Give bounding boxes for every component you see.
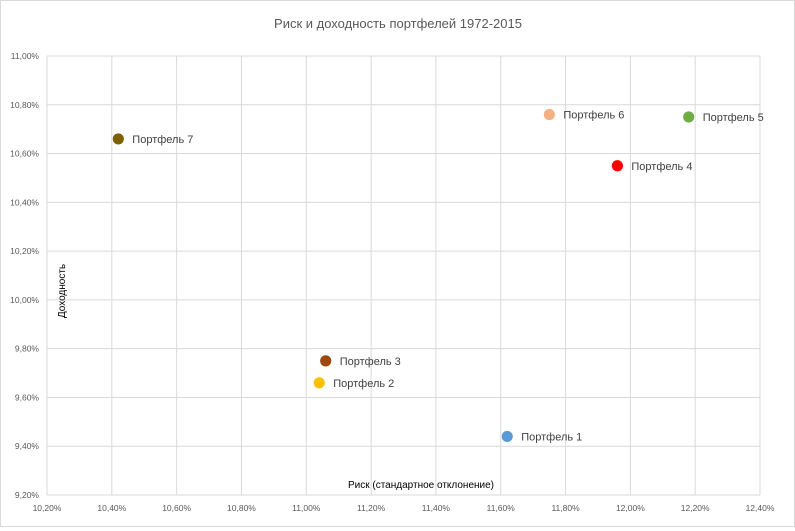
data-point xyxy=(542,108,556,121)
x-tick-label: 10,40% xyxy=(97,503,126,513)
x-tick-label: 11,60% xyxy=(487,503,516,513)
y-tick-label: 10,20% xyxy=(10,246,39,256)
data-label: Портфель 3 xyxy=(340,356,401,368)
y-tick-label: 9,80% xyxy=(15,344,40,354)
y-axis-label: Доходность xyxy=(57,264,68,318)
x-tick-label: 10,20% xyxy=(33,503,62,513)
data-label: Портфель 5 xyxy=(703,112,764,124)
x-axis-tick-labels: 10,20% 10,40% 10,60% 10,80% 11,00% 11,20% 11,4… xyxy=(33,503,775,513)
y-tick-label: 10,80% xyxy=(10,100,39,110)
y-tick-label: 11,00% xyxy=(11,51,40,61)
data-label: Портфель 2 xyxy=(333,378,394,390)
data-label: Портфель 6 xyxy=(563,110,624,122)
x-axis-label: Риск (стандартное отклонение) xyxy=(348,480,494,491)
y-tick-label: 10,00% xyxy=(10,295,39,305)
data-label: Портфель 1 xyxy=(521,431,582,443)
data-label: Портфель 4 xyxy=(631,161,692,173)
x-tick-label: 11,20% xyxy=(357,503,386,513)
y-tick-label: 9,20% xyxy=(15,490,40,500)
x-tick-label: 11,40% xyxy=(422,503,451,513)
data-point xyxy=(319,354,333,368)
y-tick-label: 10,40% xyxy=(10,197,39,207)
y-tick-label: 10,60% xyxy=(10,149,39,159)
x-tick-label: 12,20% xyxy=(681,503,710,513)
y-axis-tick-labels: 9,20% 9,40% 9,60% 9,80% 10,00% 10,20% 10,40% 10… xyxy=(10,51,39,500)
x-tick-label: 10,80% xyxy=(227,503,256,513)
gridlines xyxy=(46,55,761,496)
x-tick-label: 12,40% xyxy=(746,503,775,513)
data-point xyxy=(682,110,696,124)
y-tick-label: 9,40% xyxy=(15,441,40,451)
x-tick-label: 11,80% xyxy=(551,503,580,513)
data-point xyxy=(111,132,125,146)
data-point xyxy=(611,159,624,173)
data-label: Портфель 7 xyxy=(132,134,193,146)
data-point xyxy=(500,430,514,443)
x-tick-label: 12,00% xyxy=(616,503,645,513)
y-tick-label: 9,60% xyxy=(15,392,40,402)
chart-title: Риск и доходность портфелей 1972-2015 xyxy=(274,16,522,31)
x-tick-label: 10,60% xyxy=(162,503,191,513)
x-tick-label: 11,00% xyxy=(292,503,321,513)
data-point xyxy=(312,376,326,390)
data-points: Портфель 1 Портфель 2 Портфель 3 Портфель 4… xyxy=(111,108,764,443)
